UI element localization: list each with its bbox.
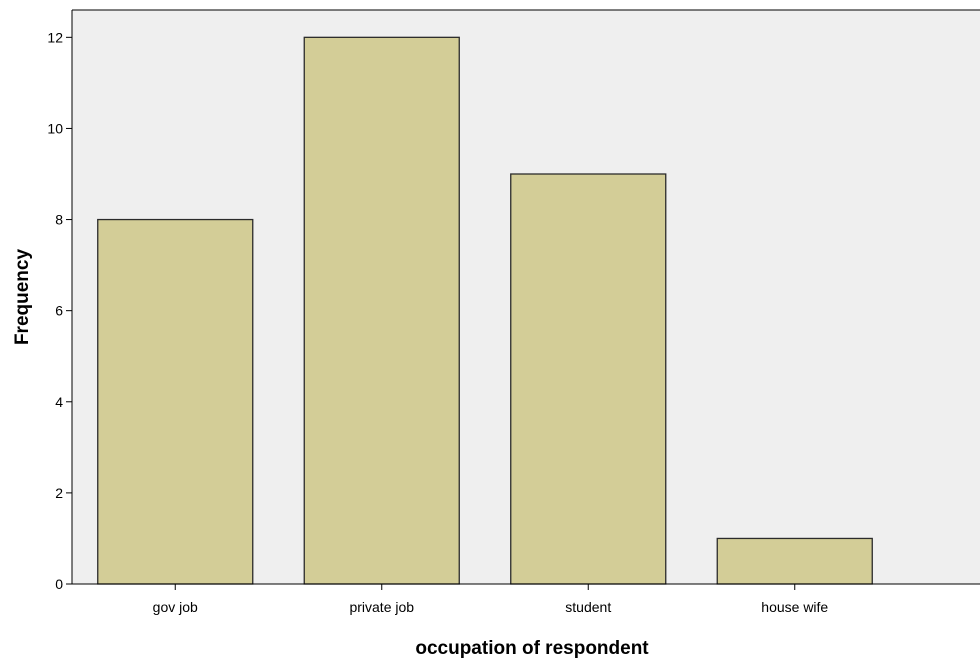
y-tick-label: 2 — [55, 485, 63, 501]
y-ticks-group: 0 2 4 6 8 10 12 — [47, 29, 72, 592]
y-tick-label: 12 — [47, 29, 63, 45]
bar — [97, 218, 254, 585]
y-tick-label: 6 — [55, 303, 63, 319]
x-tick-label: house wife — [761, 599, 828, 615]
bar — [510, 173, 667, 585]
bars-group — [97, 36, 873, 585]
y-axis-title: Frequency — [12, 249, 33, 346]
y-tick-label: 4 — [55, 394, 63, 410]
bar — [716, 537, 873, 585]
x-axis-title: occupation of respondent — [415, 638, 649, 659]
y-tick-label: 8 — [55, 212, 63, 228]
x-ticks-group: gov job private job student house wife — [153, 584, 828, 615]
bar — [303, 36, 460, 585]
y-tick-label: 0 — [55, 576, 63, 592]
x-tick-label: gov job — [153, 599, 198, 615]
axes-group — [71, 9, 980, 585]
y-tick-label: 10 — [47, 120, 63, 136]
x-tick-label: student — [565, 599, 611, 615]
x-tick-label: private job — [349, 599, 414, 615]
